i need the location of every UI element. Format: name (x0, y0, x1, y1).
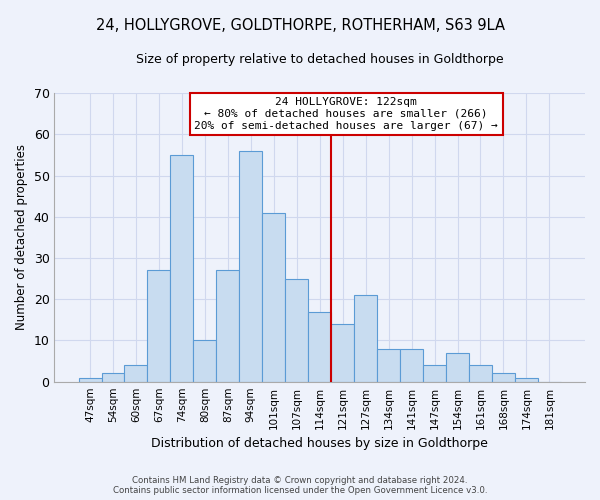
Bar (331, 324, 354, 382)
Bar (101, 374, 124, 382)
Bar (446, 353, 469, 382)
X-axis label: Distribution of detached houses by size in Goldthorpe: Distribution of detached houses by size … (151, 437, 488, 450)
Bar (377, 348, 400, 382)
Y-axis label: Number of detached properties: Number of detached properties (15, 144, 28, 330)
Bar (308, 312, 331, 382)
Bar (79, 378, 101, 382)
Bar (170, 155, 193, 382)
Bar (217, 270, 239, 382)
Title: Size of property relative to detached houses in Goldthorpe: Size of property relative to detached ho… (136, 52, 503, 66)
Bar (469, 365, 492, 382)
Bar (193, 340, 217, 382)
Bar (423, 365, 446, 382)
Bar (492, 374, 515, 382)
Bar (285, 278, 308, 382)
Bar (262, 212, 285, 382)
Text: 24 HOLLYGROVE: 122sqm
← 80% of detached houses are smaller (266)
20% of semi-det: 24 HOLLYGROVE: 122sqm ← 80% of detached … (194, 98, 498, 130)
Text: Contains HM Land Registry data © Crown copyright and database right 2024.
Contai: Contains HM Land Registry data © Crown c… (113, 476, 487, 495)
Bar (148, 270, 170, 382)
Bar (515, 378, 538, 382)
Bar (124, 365, 148, 382)
Bar (400, 348, 423, 382)
Bar (354, 295, 377, 382)
Text: 24, HOLLYGROVE, GOLDTHORPE, ROTHERHAM, S63 9LA: 24, HOLLYGROVE, GOLDTHORPE, ROTHERHAM, S… (95, 18, 505, 32)
Bar (239, 151, 262, 382)
